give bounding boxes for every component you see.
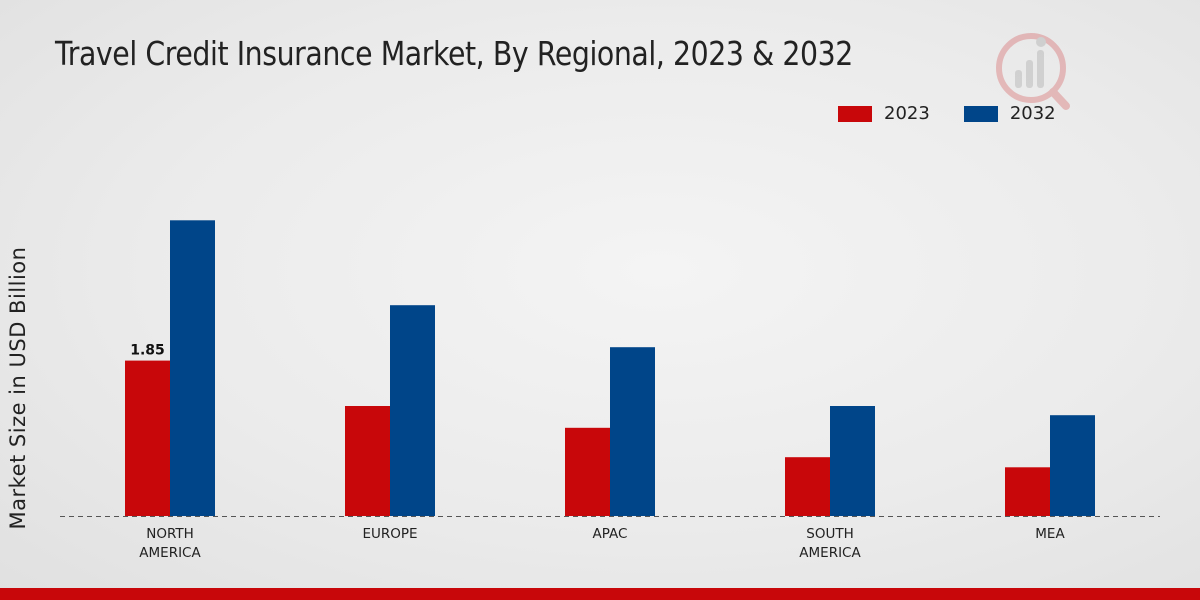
legend-label-2032: 2032 xyxy=(1009,103,1056,124)
bar-2023-3 xyxy=(785,457,830,516)
bar-2023-4 xyxy=(1005,467,1050,516)
chart-title: Travel Credit Insurance Market, By Regio… xyxy=(55,34,853,73)
brand-watermark-icon xyxy=(996,33,1070,110)
bar-2032-1 xyxy=(390,305,435,516)
legend-swatch-2032 xyxy=(963,105,998,122)
bar-2032-2 xyxy=(610,347,655,516)
legend-swatch-2023 xyxy=(838,105,872,122)
x-tick-label-0: NORTH AMERICA xyxy=(139,526,201,561)
legend-item-2032: 2032 xyxy=(963,103,1056,124)
x-tick-label-2: APAC xyxy=(593,526,628,542)
bar-2023-1 xyxy=(345,406,390,516)
bar-2032-4 xyxy=(1050,415,1095,516)
x-tick-label-1: EUROPE xyxy=(362,526,417,542)
legend-label-2023: 2023 xyxy=(884,103,930,124)
bar-2023-0 xyxy=(125,360,170,516)
legend: 2023 2032 xyxy=(838,103,1090,124)
bar-2023-2 xyxy=(565,427,610,516)
bar-2032-3 xyxy=(830,406,875,516)
footer-bar xyxy=(0,588,1200,600)
data-label-0: 1.85 xyxy=(130,343,165,359)
x-tick-label-3: SOUTH AMERICA xyxy=(799,526,861,561)
legend-item-2023: 2023 xyxy=(838,103,930,124)
x-tick-label-4: MEA xyxy=(1035,526,1065,542)
bar-2032-0 xyxy=(170,220,215,517)
